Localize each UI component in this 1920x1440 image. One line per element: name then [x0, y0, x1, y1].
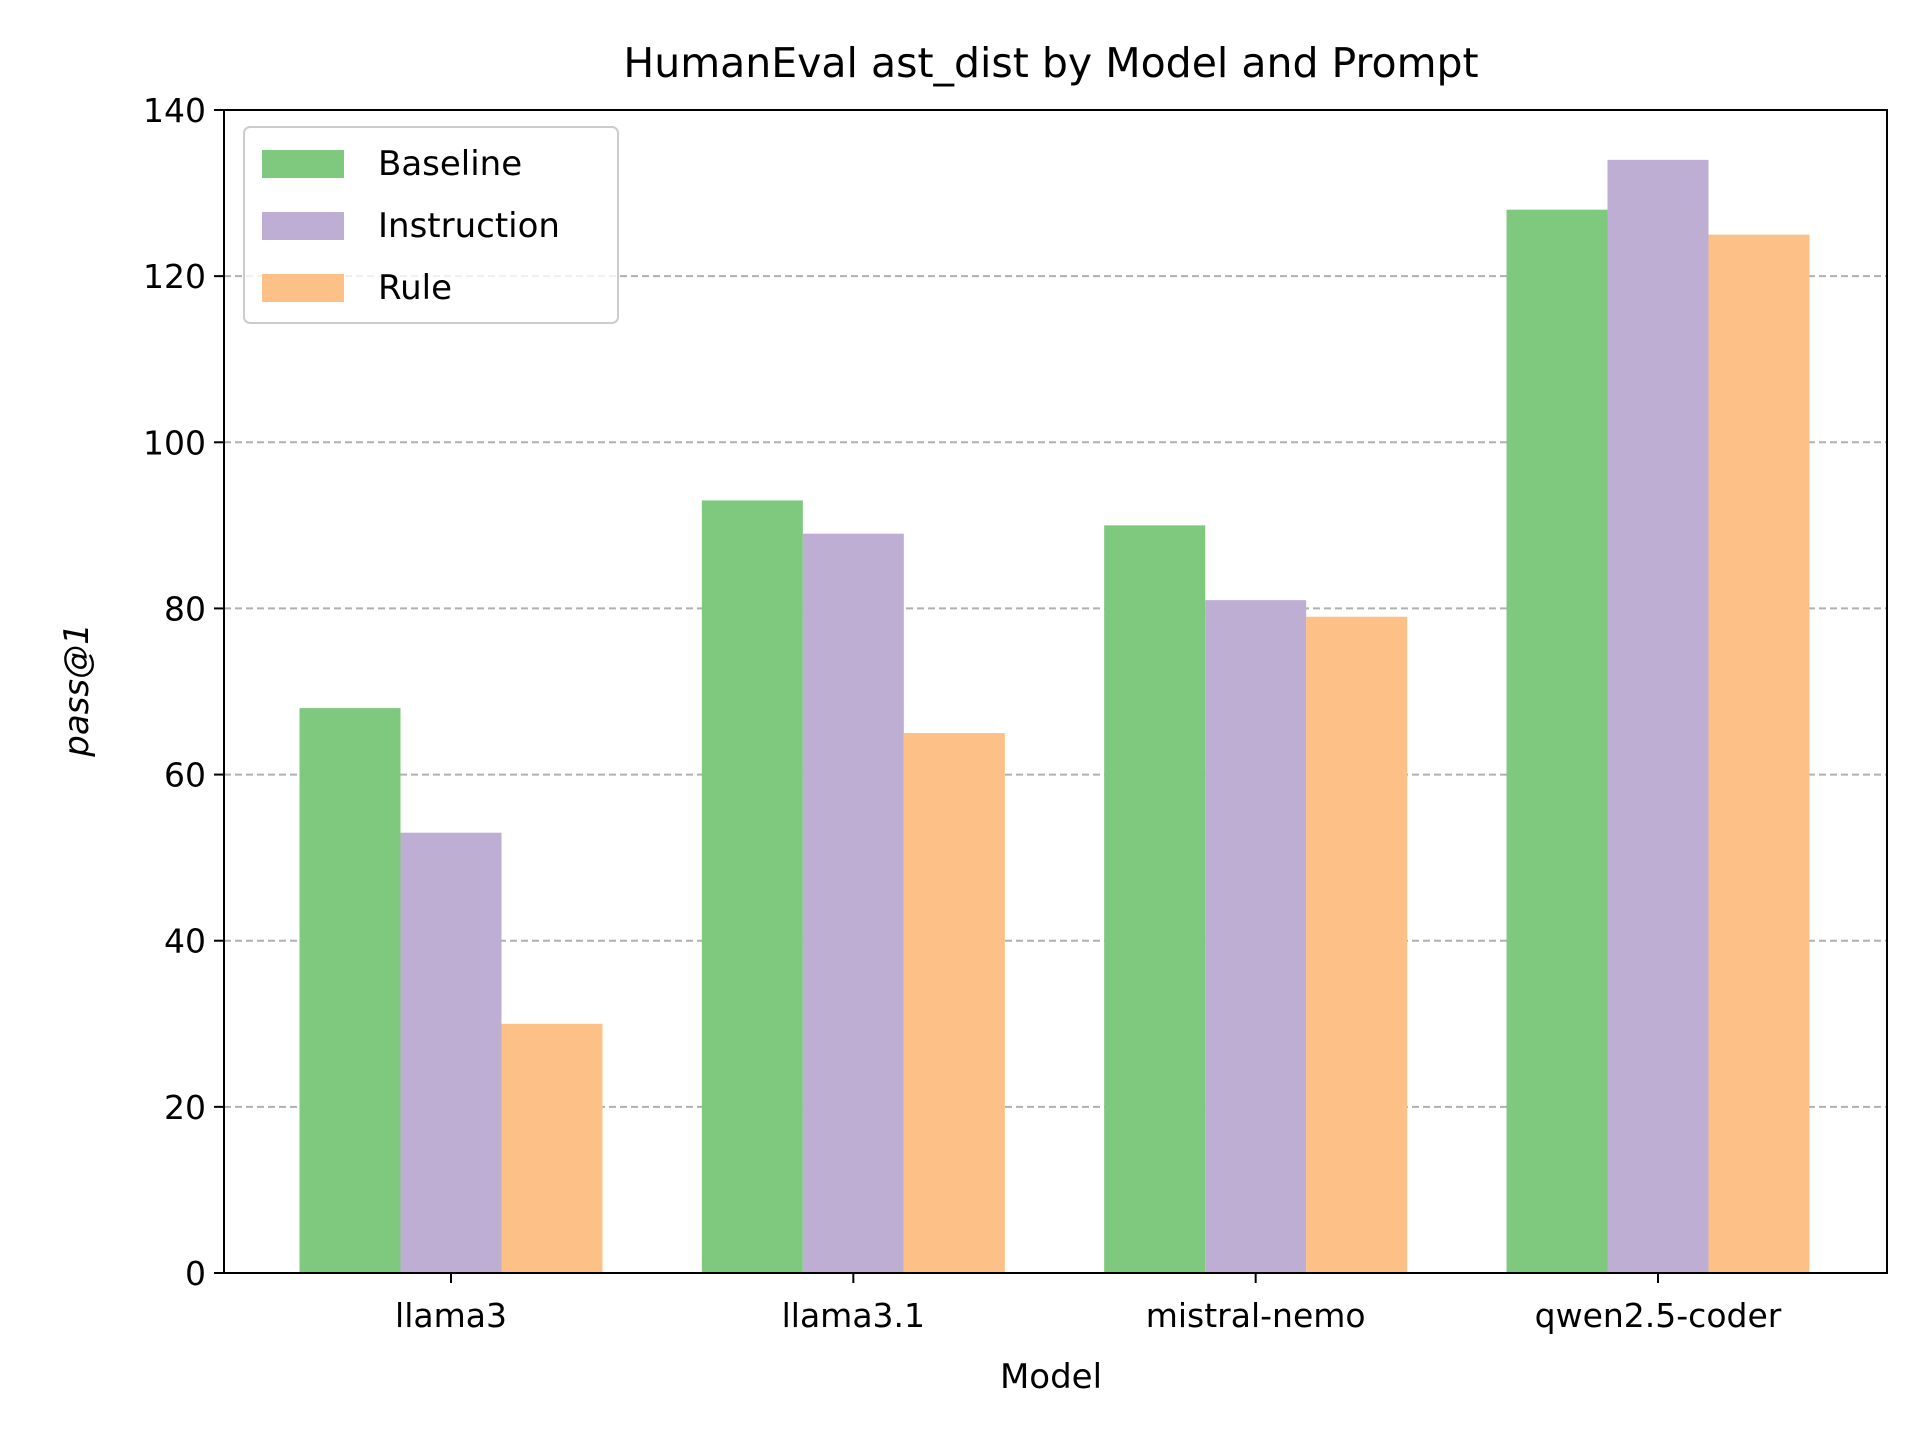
y-tick-label: 20 [164, 1088, 206, 1127]
bar-rule-llama3-1 [903, 733, 1005, 1273]
y-tick-label: 40 [164, 922, 206, 961]
bar-baseline-llama3 [299, 708, 401, 1273]
y-tick-label: 100 [143, 423, 206, 462]
y-tick-label: 80 [164, 589, 206, 628]
y-tick-label: 60 [164, 756, 206, 795]
bar-instruction-qwen2-5-coder [1607, 159, 1709, 1273]
x-axis-title: Model [1000, 1357, 1102, 1397]
bar-instruction-llama3 [400, 832, 502, 1273]
legend-swatch-instruction [262, 212, 344, 240]
bar-baseline-llama3-1 [701, 500, 803, 1274]
x-tick-label: llama3.1 [782, 1296, 925, 1335]
chart-title: HumanEval ast_dist by Model and Prompt [623, 39, 1478, 87]
bar-rule-mistral-nemo [1306, 616, 1408, 1273]
x-tick-label: llama3 [395, 1296, 507, 1335]
bar-rule-qwen2-5-coder [1708, 234, 1810, 1273]
x-tick-label: mistral-nemo [1146, 1296, 1366, 1335]
bar-baseline-mistral-nemo [1104, 525, 1206, 1273]
x-axis-ticks: llama3 llama3.1 mistral-nemo qwen2.5-coder [395, 1273, 1782, 1335]
y-tick-label: 140 [143, 91, 206, 130]
legend-swatch-rule [262, 274, 344, 302]
y-axis-ticks: 0 20 40 60 80 100 120 140 [143, 91, 224, 1293]
x-tick-label: qwen2.5-coder [1535, 1296, 1782, 1335]
legend-swatch-baseline [262, 150, 344, 178]
legend-label-rule: Rule [378, 268, 452, 308]
bar-instruction-llama3-1 [802, 533, 904, 1273]
y-axis-title: pass@1 [57, 623, 97, 757]
legend-label-baseline: Baseline [378, 144, 522, 184]
bar-baseline-qwen2-5-coder [1506, 209, 1608, 1274]
bar-rule-llama3 [501, 1023, 603, 1273]
legend-label-instruction: Instruction [378, 206, 560, 246]
plot-frame [223, 109, 1888, 1274]
bars [299, 159, 1810, 1274]
legend: Baseline Instruction Rule [243, 126, 619, 324]
bar-instruction-mistral-nemo [1205, 600, 1307, 1273]
y-tick-label: 120 [143, 257, 206, 296]
y-tick-label: 0 [185, 1254, 206, 1293]
